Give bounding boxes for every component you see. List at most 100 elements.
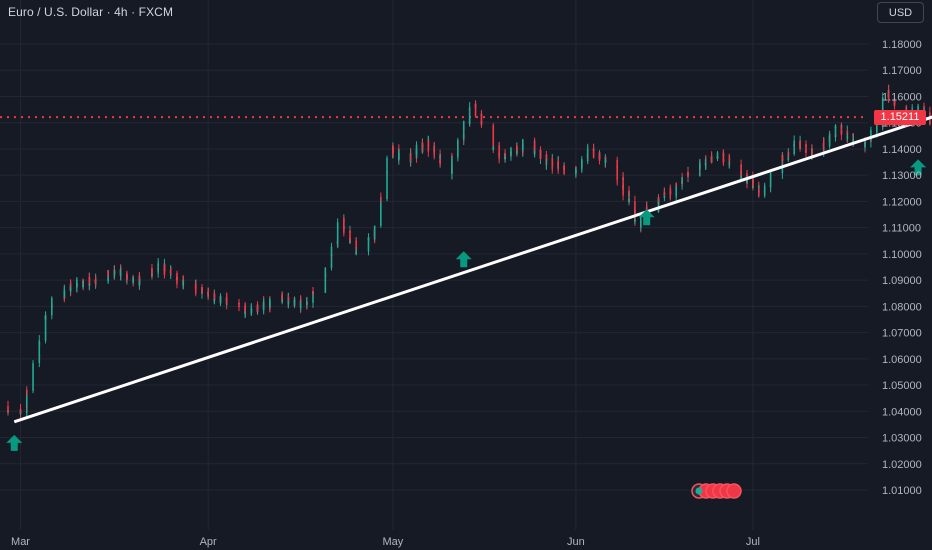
- candle-body: [63, 289, 66, 296]
- candle-body: [373, 225, 376, 229]
- candle-body: [349, 241, 351, 244]
- candle-body: [367, 239, 370, 250]
- grid-lines: [0, 0, 868, 530]
- current-price-label: 1.15211: [874, 110, 926, 125]
- candle-body: [415, 144, 418, 155]
- candle-body: [799, 142, 801, 146]
- candle-body: [312, 291, 314, 293]
- up-arrow-icon: [455, 251, 472, 268]
- time-axis[interactable]: Mar Apr May Jun Jul: [11, 536, 760, 548]
- candle: [343, 220, 345, 237]
- support-arrows: [6, 159, 927, 451]
- candle-body: [201, 288, 203, 293]
- candle-body: [468, 117, 471, 125]
- candle-body: [557, 162, 559, 166]
- candle-body: [746, 183, 748, 185]
- candle: [539, 151, 542, 161]
- candle-body: [834, 125, 837, 128]
- candle-body: [439, 159, 441, 165]
- price-axis[interactable]: 1.180001.170001.160001.150001.140001.130…: [882, 39, 922, 497]
- candle-body: [281, 294, 283, 300]
- candle-body: [76, 284, 78, 288]
- candle: [207, 287, 209, 299]
- candle: [433, 148, 436, 160]
- candle-body: [32, 364, 34, 375]
- candle-body: [604, 159, 607, 163]
- candle-body: [533, 147, 536, 151]
- price-tick-label: 1.12000: [882, 196, 922, 208]
- candle: [893, 98, 896, 110]
- candle-body: [811, 151, 813, 154]
- candle-body: [88, 280, 91, 285]
- candle-body: [893, 101, 896, 107]
- price-tick-label: 1.05000: [882, 380, 922, 392]
- candle-body: [38, 340, 41, 346]
- candle: [107, 270, 109, 277]
- candle-body: [132, 278, 134, 283]
- candle-body: [887, 92, 890, 99]
- candle: [581, 158, 583, 169]
- candle: [421, 139, 424, 149]
- event-marker-icon: [726, 483, 742, 499]
- candle-body: [728, 164, 731, 166]
- candle: [169, 267, 172, 276]
- candle: [69, 279, 72, 288]
- candle: [238, 302, 240, 309]
- candle: [616, 174, 618, 186]
- candle-body: [675, 183, 677, 185]
- candle: [752, 178, 754, 187]
- candle-body: [699, 163, 701, 169]
- candle-body: [521, 139, 524, 150]
- price-tick-label: 1.03000: [882, 433, 922, 445]
- candle-body: [51, 298, 53, 302]
- candle-body: [88, 277, 91, 281]
- candle-body: [113, 272, 116, 275]
- price-tick-label: 1.07000: [882, 328, 922, 340]
- candle-body: [213, 299, 216, 301]
- candle-body: [492, 141, 495, 150]
- candle-body: [616, 169, 618, 178]
- candle: [468, 101, 471, 113]
- candle: [793, 135, 795, 152]
- candle-body: [367, 236, 370, 240]
- time-tick-label: Mar: [11, 536, 30, 548]
- symbol-title: Euro / U.S. Dollar · 4h · FXCM: [8, 5, 174, 19]
- candle-body: [194, 286, 197, 293]
- event-markers[interactable]: [691, 483, 742, 499]
- candle: [710, 151, 713, 163]
- up-arrow-icon: [910, 159, 927, 176]
- candle-body: [675, 183, 677, 191]
- candle: [306, 297, 308, 308]
- candle: [474, 106, 477, 118]
- candle-body: [119, 272, 122, 277]
- candle-body: [793, 140, 795, 147]
- candle: [119, 267, 122, 281]
- candle: [201, 286, 203, 295]
- candle: [44, 311, 47, 321]
- ascending-trendline[interactable]: [13, 57, 932, 424]
- candle-body: [769, 173, 772, 175]
- candle-body: [76, 279, 78, 285]
- candle: [386, 155, 388, 166]
- price-tick-label: 1.17000: [882, 65, 922, 77]
- candle: [163, 269, 166, 279]
- candle-body: [32, 363, 34, 365]
- candle-body: [657, 197, 660, 199]
- candle: [657, 195, 660, 203]
- event-globe-icon: [695, 487, 703, 495]
- candle: [63, 284, 66, 297]
- currency-button[interactable]: USD: [877, 2, 924, 23]
- candle-body: [386, 172, 388, 182]
- candle: [557, 160, 559, 172]
- candle-body: [663, 193, 666, 195]
- price-tick-label: 1.10000: [882, 249, 922, 261]
- candle-body: [157, 263, 159, 267]
- candle-body: [380, 216, 382, 224]
- candle-body: [355, 251, 357, 255]
- candle-body: [581, 159, 583, 164]
- candle-body: [324, 268, 327, 274]
- candle-body: [25, 398, 28, 407]
- candle-body: [586, 149, 589, 151]
- candle-body: [545, 163, 548, 165]
